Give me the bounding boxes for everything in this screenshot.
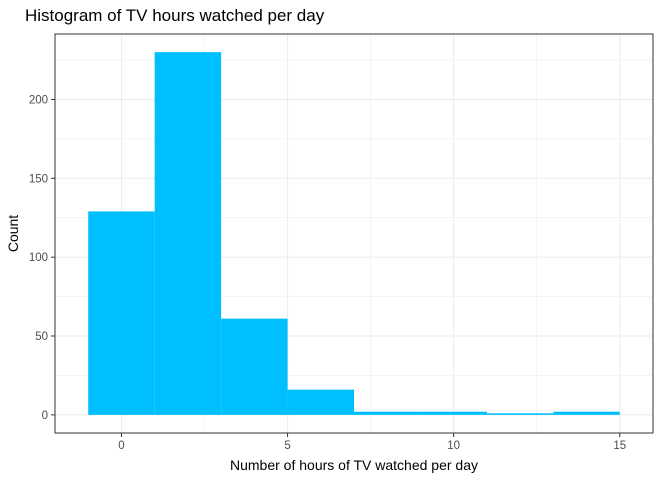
y-axis-ticks: 0 50 100 150 200 <box>29 94 55 422</box>
histogram-bar <box>420 411 487 415</box>
histogram-bar <box>553 411 620 415</box>
x-axis-title: Number of hours of TV watched per day <box>230 457 478 473</box>
x-tick-label: 0 <box>118 440 124 452</box>
histogram-bars <box>88 52 620 415</box>
y-axis-title: Count <box>5 215 21 252</box>
x-tick-label: 5 <box>284 440 290 452</box>
y-tick-label: 100 <box>29 252 48 264</box>
panel-border <box>54 33 654 434</box>
x-tick-label: 10 <box>447 440 460 452</box>
histogram-bar <box>88 211 155 415</box>
y-tick-label: 50 <box>35 331 48 343</box>
y-tick-label: 150 <box>29 173 48 185</box>
x-tick-label: 15 <box>613 440 626 452</box>
histogram-bar <box>287 389 354 415</box>
histogram-bar <box>354 411 421 415</box>
x-axis-ticks: 0 5 10 15 <box>118 433 626 452</box>
histogram-bar <box>486 413 554 415</box>
chart-title: Histogram of TV hours watched per day <box>25 6 325 25</box>
histogram-bar <box>221 318 288 415</box>
y-tick-label: 0 <box>42 410 48 422</box>
histogram-bar <box>154 52 222 415</box>
y-tick-label: 200 <box>29 94 48 106</box>
